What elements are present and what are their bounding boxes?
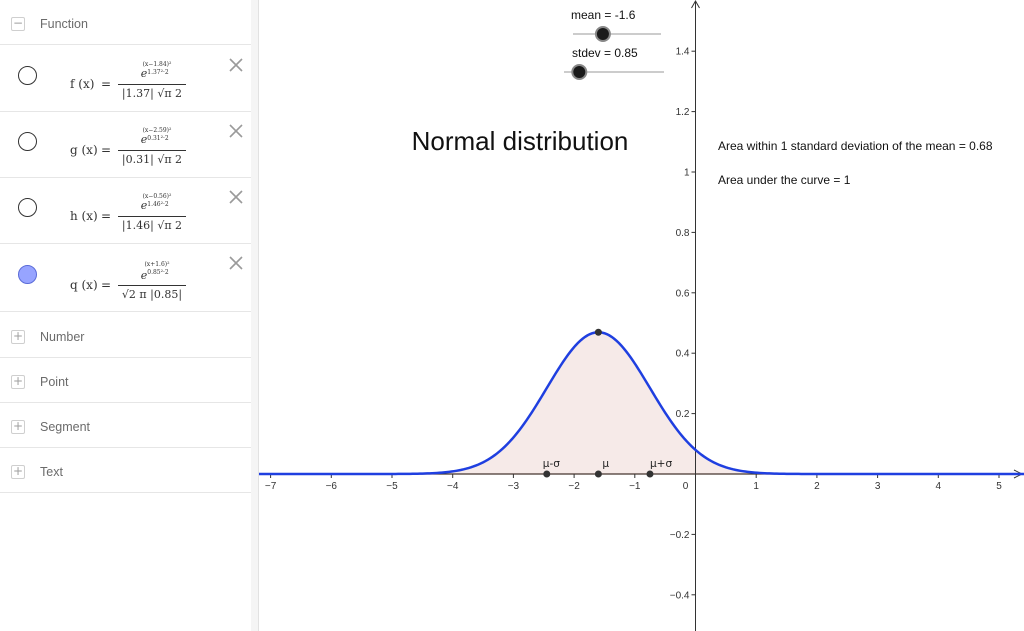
formula-exp-den: 0.85²·2 [147,269,169,276]
visibility-circle-icon[interactable] [18,66,37,85]
view-resize-bar[interactable] [251,0,259,631]
group-label-point: Point [40,375,69,389]
y-tick-label: −0.2 [670,530,690,541]
visibility-circle-icon[interactable] [18,265,37,284]
formula-base: e [140,199,148,212]
formula-base: e [140,269,148,282]
normal-curve[interactable] [259,331,1024,476]
function-name: g (x) [70,143,98,157]
formula-exp-num: (x+1.6)² [144,261,170,268]
points[interactable]: μ-σ μ μ+σ [543,328,673,478]
x-tick-label: 4 [936,481,942,492]
graph-title: Normal distribution [412,126,629,156]
expand-icon[interactable]: + [11,419,25,434]
stdev-slider-label: stdev = 0.85 [572,46,638,60]
peak-point[interactable] [594,328,602,336]
x-tick-label: −5 [386,481,398,492]
group-text[interactable]: + Text [0,448,251,493]
formula-denominator: |1.37| √π 2 [121,87,183,100]
y-tick-label: 1.4 [676,47,690,58]
group-label-text: Text [40,465,63,479]
formula-exp-den: 1.37²·2 [147,69,169,76]
formula-base: e [140,67,148,80]
point-mu-plus-sigma-label: μ+σ [650,458,672,470]
formula-exp-den: 0.31²·2 [147,135,169,142]
function-row-h[interactable]: h (x) = e (x−0.56)² 1.46²·2 |1.46| √π 2 [0,177,251,244]
group-number[interactable]: + Number [0,313,251,358]
x-tick-label: −3 [508,481,520,492]
point-mu-minus-sigma[interactable] [543,470,551,478]
x-tick-label: 5 [996,481,1002,492]
function-row-f[interactable]: f (x) = e (x−1.84)² 1.37²·2 |1.37| √π 2 [0,45,251,112]
point-mu-plus-sigma[interactable] [646,470,654,478]
algebra-view: − Function f (x) = e (x−1.84)² 1.37²·2 |… [0,0,252,631]
expand-icon[interactable]: + [11,464,25,479]
area-fill [259,332,1024,474]
function-row-g[interactable]: g (x) = e (x−2.59)² 0.31²·2 |0.31| √π 2 [0,111,251,178]
group-function[interactable]: − Function [0,0,251,45]
stdev-slider[interactable]: stdev = 0.85 [564,46,664,80]
area-under-curve [259,332,1024,474]
y-tick-label: −0.4 [670,590,690,601]
graphics-view[interactable]: −7 −6 −5 −4 −3 −2 −1 0 1 2 3 4 5 −0.4 −0.2 0.2 0.4 0.6 0.8… [259,0,1024,631]
y-axis-arrow-icon [691,0,700,9]
formula-exp-num: (x−2.59)² [142,127,172,134]
y-tick-label: 1.2 [676,107,690,118]
x-tick-label: −4 [447,481,459,492]
formula-exp-num: (x−0.56)² [142,193,172,200]
visibility-circle-icon[interactable] [18,132,37,151]
stdev-slider-handle[interactable] [571,64,588,80]
mean-slider-label: mean = -1.6 [571,8,636,22]
point-mu[interactable] [594,470,602,478]
function-name: f (x) [70,77,95,91]
area-total-annotation: Area under the curve = 1 [718,173,851,187]
point-mu-minus-sigma-label: μ-σ [543,458,560,470]
formula-denominator: √2 π |0.85| [121,288,183,301]
x-tick-label: 1 [753,481,759,492]
function-name: h (x) [70,209,98,223]
x-tick-label: −1 [629,481,641,492]
close-x-icon[interactable] [228,255,244,271]
y-tick-label: 0.6 [676,288,690,299]
close-x-icon[interactable] [228,189,244,205]
group-point[interactable]: + Point [0,358,251,403]
y-tick-label: 0.8 [676,228,690,239]
formula-denominator: |0.31| √π 2 [121,153,183,166]
group-segment[interactable]: + Segment [0,403,251,448]
formula-exp-den: 1.46²·2 [147,201,169,208]
y-tick-label: 0.4 [676,349,690,360]
close-x-icon[interactable] [228,57,244,73]
expand-icon[interactable]: + [11,374,25,389]
x-tick-label: 2 [814,481,820,492]
equals-sign: = [101,143,112,157]
group-label-function: Function [40,17,88,31]
mean-slider-handle[interactable] [594,26,611,42]
x-tick-label: −2 [568,481,580,492]
formula-denominator: |1.46| √π 2 [121,219,183,232]
axes: −7 −6 −5 −4 −3 −2 −1 0 1 2 3 4 5 −0.4 −0.2 0.2 0.4 0.6 0.8… [259,0,1024,631]
mean-slider[interactable]: mean = -1.6 [571,8,661,42]
y-tick-label: 0.2 [676,409,690,420]
visibility-circle-icon[interactable] [18,198,37,217]
x-tick-label: 0 [683,481,689,492]
y-tick-label: 1 [684,168,690,179]
group-label-segment: Segment [40,420,91,434]
x-tick-label: −6 [326,481,338,492]
point-mu-label: μ [602,458,609,470]
expand-icon[interactable]: + [11,329,25,344]
x-tick-label: 3 [875,481,881,492]
equals-sign: = [101,209,112,223]
collapse-icon[interactable]: − [11,16,25,31]
equals-sign: = [101,278,112,292]
formula-base: e [140,133,148,146]
formula-exp-num: (x−1.84)² [142,61,172,68]
x-tick-label: −7 [265,481,277,492]
area-1sd-annotation: Area within 1 standard deviation of the … [718,139,993,153]
close-x-icon[interactable] [228,123,244,139]
group-label-number: Number [40,330,85,344]
function-row-q[interactable]: q (x) = e (x+1.6)² 0.85²·2 √2 π |0.85| [0,243,251,312]
curve-line[interactable] [259,331,1024,476]
equals-sign: = [101,77,112,91]
function-name: q (x) [70,278,98,292]
